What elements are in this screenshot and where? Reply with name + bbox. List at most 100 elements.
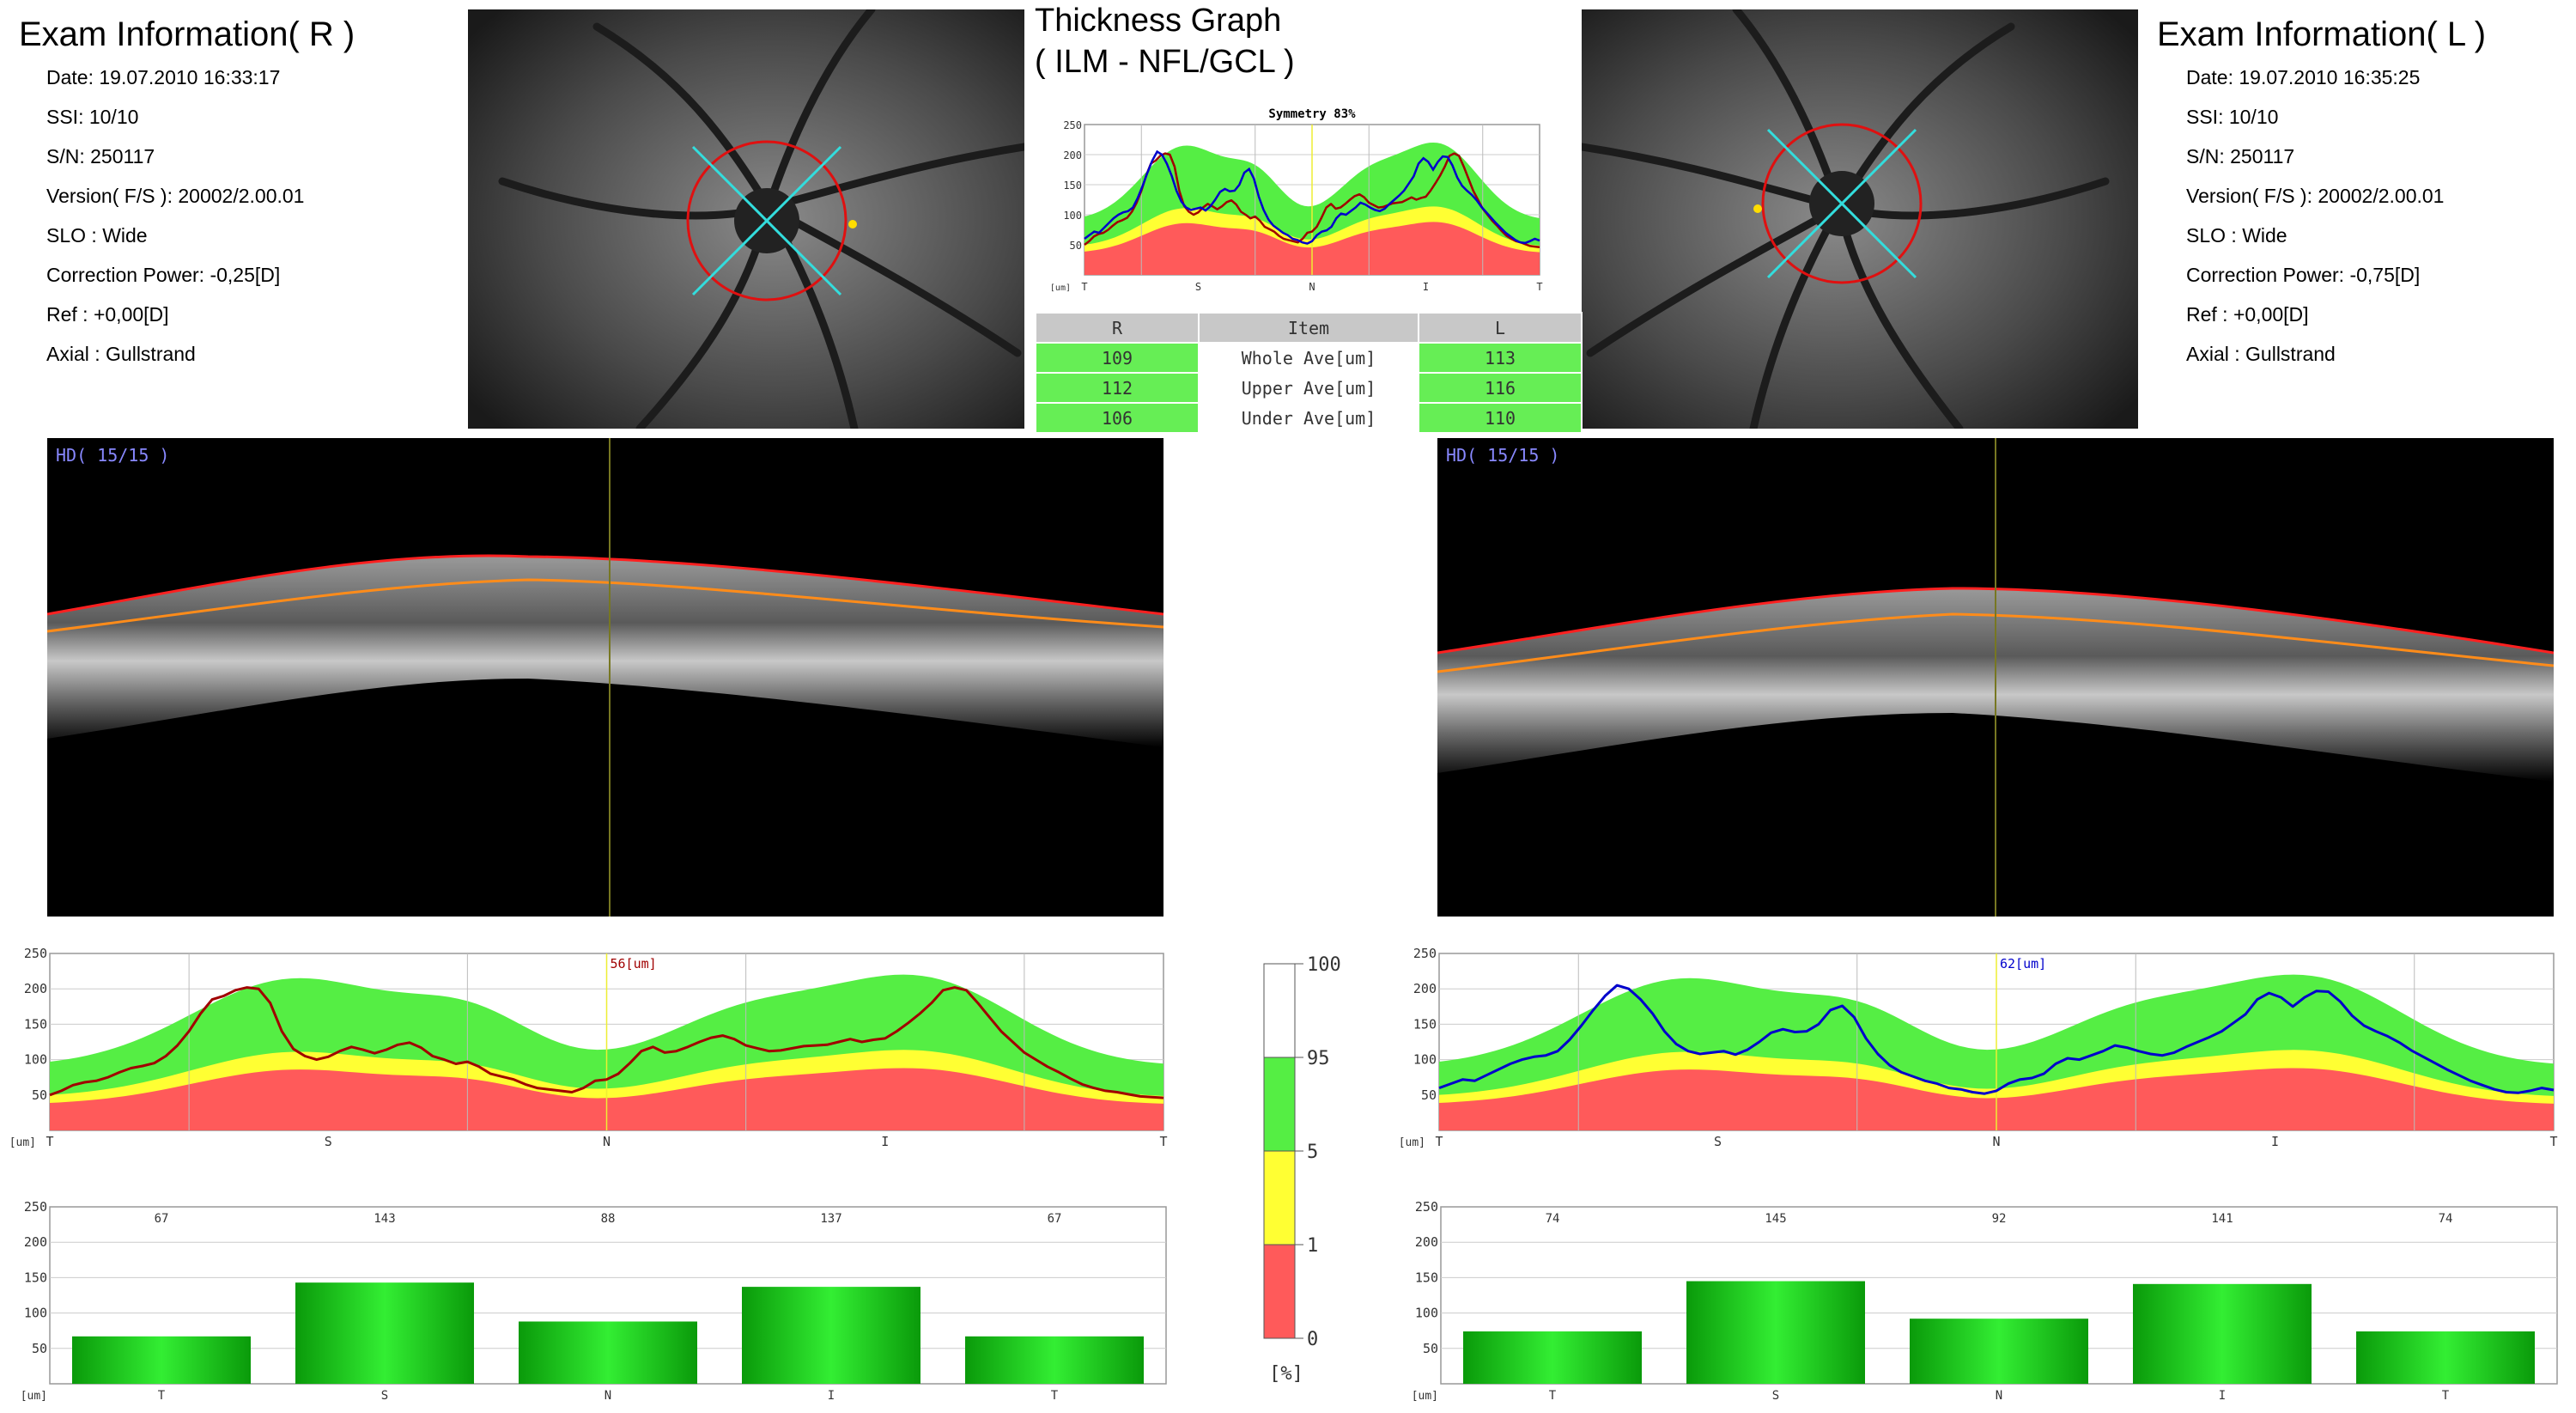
x-tick-label: T xyxy=(1081,281,1087,293)
bscan-left[interactable]: HD( 15/15 ) xyxy=(1437,438,2554,917)
thickness-graph-title-line2: ( ILM - NFL/GCL ) xyxy=(1035,44,1295,80)
cell-item: Whole Ave[um] xyxy=(1198,342,1419,374)
profile-line-left xyxy=(1084,149,1540,245)
y-tick-label: 150 xyxy=(1413,1016,1437,1032)
exam-info-left: Exam Information( L ) Date: 19.07.2010 1… xyxy=(2157,15,2569,374)
y-tick-label: 250 xyxy=(24,946,47,961)
col-header-r: R xyxy=(1035,312,1200,344)
exam-ref: Ref : +0,00[D] xyxy=(2186,303,2309,326)
y-tick-label: 200 xyxy=(24,981,47,996)
exam-date: Date: 19.07.2010 16:35:25 xyxy=(2186,66,2421,88)
y-tick-label: 100 xyxy=(1415,1306,1438,1321)
thickness-graph-title: Thickness Graph ( ILM - NFL/GCL ) xyxy=(1035,0,1378,82)
col-header-l: L xyxy=(1418,312,1583,344)
bar-value-label: 74 xyxy=(2439,1212,2453,1226)
y-tick-label: 100 xyxy=(1063,210,1082,222)
bar-n xyxy=(1910,1319,2088,1384)
profile-line xyxy=(49,986,1164,1099)
bar-value-label: 143 xyxy=(374,1212,395,1226)
exam-ssi: SSI: 10/10 xyxy=(2186,106,2279,128)
exam-info-right: Exam Information( R ) Date: 19.07.2010 1… xyxy=(19,15,448,374)
y-tick-label: 50 xyxy=(32,1341,47,1356)
bar-s xyxy=(1686,1281,1865,1384)
profile-line xyxy=(1438,984,2555,1095)
legend-segment xyxy=(1263,1150,1296,1246)
summary-table-header-row: R Item L xyxy=(1035,312,1583,344)
exam-date: Date: 19.07.2010 16:33:17 xyxy=(46,66,281,88)
bscan-right[interactable]: HD( 15/15 ) xyxy=(47,438,1163,917)
bar-value-label: 145 xyxy=(1765,1212,1786,1226)
bar-value-label: 141 xyxy=(2211,1212,2233,1226)
thickness-graph-title-line1: Thickness Graph xyxy=(1035,3,1282,39)
legend-tick-label: 1 xyxy=(1307,1235,1318,1257)
x-tick-label: N xyxy=(605,1389,611,1403)
x-tick-label: S xyxy=(381,1389,388,1403)
mini-symmetry-chart: 250 200 150 100 50 T S N I T [um] Symmetry 83% xyxy=(1050,107,1543,293)
x-tick-label: S xyxy=(1714,1134,1722,1149)
y-tick-label: 250 xyxy=(1413,946,1437,961)
exam-slo: SLO : Wide xyxy=(46,224,148,247)
legend-tick-label: 100 xyxy=(1307,954,1341,976)
x-tick-label: T xyxy=(1536,281,1542,293)
y-tick-label: 200 xyxy=(24,1234,47,1250)
axis-unit-label: [um] xyxy=(1399,1136,1425,1149)
y-tick-label: 50 xyxy=(1423,1341,1438,1356)
fundus-image-right[interactable] xyxy=(468,9,1024,429)
y-tick-label: 200 xyxy=(1413,981,1437,996)
bar-value-label: 137 xyxy=(820,1212,841,1226)
cursor-value-label: 62[um] xyxy=(2000,956,2046,971)
bar-value-label: 67 xyxy=(155,1212,169,1226)
y-tick-label: 150 xyxy=(24,1270,47,1285)
col-header-item: Item xyxy=(1198,312,1419,344)
y-tick-label: 100 xyxy=(1413,1052,1437,1068)
bar-value-label: 92 xyxy=(1992,1212,2007,1226)
bar-i xyxy=(2133,1283,2312,1384)
axis-unit-label: [um] xyxy=(9,1136,36,1149)
bar-value-label: 67 xyxy=(1048,1212,1062,1226)
normative-percentile-scale: 100 95 5 1 0[%] xyxy=(1263,954,1341,1385)
y-tick-label: 250 xyxy=(1063,119,1082,131)
x-tick-label: T xyxy=(1435,1134,1443,1149)
y-tick-label: 50 xyxy=(1421,1087,1437,1103)
symmetry-label: Symmetry 83% xyxy=(1268,107,1356,121)
rnfl-profile-chart-left: 62[um] 250 200 150 100 50 T S N I T [um] xyxy=(1399,946,2558,1149)
sector-bar-chart-right: 67 T 143 S 88 N 137 I 67 T 250 200 150 100 50 [um] xyxy=(21,1199,1167,1403)
exam-ssi: SSI: 10/10 xyxy=(46,106,139,128)
axis-unit-label: [um] xyxy=(1412,1390,1438,1403)
exam-correction-power: Correction Power: -0,25[D] xyxy=(46,264,281,286)
exam-serial: S/N: 250117 xyxy=(46,145,155,167)
y-tick-label: 50 xyxy=(1070,240,1082,252)
bar-value-label: 88 xyxy=(601,1212,616,1226)
y-tick-label: 150 xyxy=(24,1016,47,1032)
cell-right-value: 106 xyxy=(1035,402,1200,434)
x-tick-label: I xyxy=(1423,281,1429,293)
rnfl-profile-chart-right: 56[um] 250 200 150 100 50 T S N I T [um] xyxy=(9,946,1168,1149)
bar-i xyxy=(742,1287,920,1384)
x-tick-label: N xyxy=(1992,1134,2000,1149)
x-tick-label: I xyxy=(2219,1389,2226,1403)
exam-info-title: Exam Information( L ) xyxy=(2157,15,2487,53)
y-tick-label: 200 xyxy=(1063,149,1082,161)
x-tick-label: I xyxy=(2271,1134,2279,1149)
x-tick-label: T xyxy=(1159,1134,1167,1149)
y-tick-label: 200 xyxy=(1415,1234,1438,1250)
y-tick-label: 250 xyxy=(24,1199,47,1215)
legend-segment xyxy=(1263,963,1296,1058)
legend-segment xyxy=(1263,1057,1296,1152)
x-tick-label: S xyxy=(325,1134,332,1149)
x-tick-label: T xyxy=(2442,1389,2450,1403)
fundus-image-left[interactable] xyxy=(1582,9,2138,429)
y-tick-label: 50 xyxy=(32,1087,47,1103)
exam-slo: SLO : Wide xyxy=(2186,224,2287,247)
x-tick-label: S xyxy=(1195,281,1201,293)
summary-table: R Item L 109 Whole Ave[um] 113 112 Upper… xyxy=(1035,312,1583,434)
x-tick-label: S xyxy=(1772,1389,1779,1403)
y-tick-label: 250 xyxy=(1415,1199,1438,1215)
cell-item: Under Ave[um] xyxy=(1198,402,1419,434)
table-row: 106 Under Ave[um] 110 xyxy=(1035,402,1583,434)
y-tick-label: 150 xyxy=(1415,1270,1438,1285)
cell-left-value: 110 xyxy=(1418,402,1583,434)
bar-t xyxy=(965,1336,1144,1384)
bar-s xyxy=(295,1282,474,1384)
x-tick-label: T xyxy=(1051,1389,1059,1403)
